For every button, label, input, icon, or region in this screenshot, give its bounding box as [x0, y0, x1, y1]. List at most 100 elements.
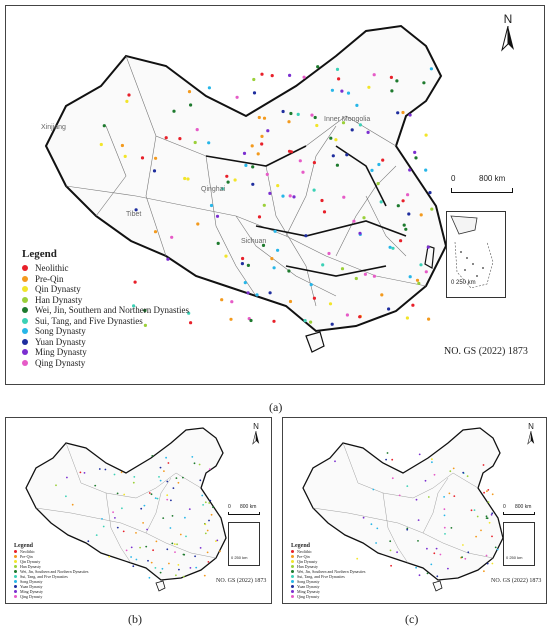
site-marker	[287, 120, 291, 124]
legend-item: Neolithic	[14, 549, 88, 554]
site-marker	[430, 207, 434, 211]
site-marker	[177, 564, 180, 566]
site-marker	[122, 530, 125, 533]
site-marker	[298, 159, 302, 163]
legend-swatch-icon	[22, 265, 28, 272]
site-marker	[185, 535, 187, 538]
site-marker	[370, 168, 374, 172]
site-marker	[427, 496, 430, 498]
site-marker	[313, 115, 317, 120]
legend-label: Yuan Dynasty	[20, 584, 43, 589]
site-marker	[130, 556, 132, 558]
south-china-sea-inset-a: 0 250 km	[446, 211, 506, 298]
site-marker	[104, 468, 107, 471]
legend-item: Ming Dynasty	[22, 347, 189, 358]
site-marker	[385, 458, 387, 461]
site-marker	[71, 503, 74, 506]
site-marker	[329, 136, 333, 140]
legend-item: Song Dynasty	[291, 579, 365, 584]
site-marker	[159, 571, 162, 574]
site-marker	[358, 123, 362, 127]
site-marker	[209, 203, 214, 208]
site-marker	[405, 316, 409, 320]
legend-label: Han Dynasty	[35, 294, 83, 305]
heritage-sites-c	[334, 452, 499, 578]
site-marker	[404, 227, 408, 231]
site-marker	[148, 492, 151, 494]
site-marker	[303, 319, 307, 323]
site-marker	[391, 246, 395, 250]
site-marker	[147, 559, 149, 562]
site-marker	[171, 542, 174, 545]
site-marker	[252, 91, 257, 95]
site-marker	[391, 458, 394, 461]
site-marker	[252, 77, 256, 82]
site-marker	[154, 497, 157, 499]
site-marker	[159, 479, 162, 482]
legend-swatch-icon	[14, 595, 17, 598]
site-marker	[98, 468, 101, 470]
site-marker	[301, 170, 305, 174]
site-marker	[135, 532, 137, 534]
site-marker	[288, 299, 293, 304]
site-marker	[216, 539, 219, 542]
site-marker	[175, 477, 178, 479]
site-marker	[127, 93, 131, 97]
site-marker	[188, 508, 191, 510]
site-marker	[108, 555, 111, 558]
north-arrow-a: N	[498, 12, 518, 57]
site-marker	[235, 95, 239, 99]
site-marker	[312, 188, 316, 192]
site-marker	[130, 546, 133, 549]
legend-title: Legend	[22, 248, 57, 260]
caption-a: (a)	[269, 400, 283, 414]
site-marker	[250, 144, 254, 148]
north-arrow-icon	[501, 25, 514, 52]
site-marker	[355, 103, 359, 107]
site-marker	[406, 528, 409, 531]
site-marker	[134, 208, 138, 212]
site-marker	[273, 229, 277, 233]
site-marker	[87, 540, 90, 543]
heritage-sites-b	[55, 455, 221, 579]
site-marker	[166, 480, 169, 483]
site-marker	[260, 134, 264, 138]
china-outline-a	[44, 24, 448, 333]
site-marker	[132, 304, 136, 308]
site-marker	[242, 151, 247, 155]
site-marker	[346, 91, 351, 95]
site-marker	[424, 270, 428, 274]
site-marker	[443, 526, 446, 529]
site-marker	[379, 200, 383, 204]
site-marker	[491, 493, 494, 496]
site-marker	[320, 198, 324, 203]
site-marker	[145, 545, 148, 548]
legend-swatch-icon	[14, 570, 17, 573]
legend-label: Sui, Tang, and Five Dynasties	[35, 315, 143, 326]
site-marker	[389, 75, 393, 79]
legend-title-b: Legend	[14, 543, 34, 549]
site-marker	[154, 567, 157, 569]
site-marker	[419, 213, 423, 217]
place-qinghai: Qinghai	[201, 186, 226, 193]
site-marker	[424, 133, 428, 137]
site-marker	[429, 67, 433, 71]
site-marker	[296, 112, 300, 116]
map-panel-c: N 0 800 km 0 250 km NO. GS (2022) 1873 L…	[282, 417, 547, 604]
legend-item: Ming Dynasty	[14, 589, 88, 594]
site-marker	[209, 499, 212, 502]
legend-label: Pre-Qin	[35, 273, 64, 284]
site-marker	[427, 317, 431, 321]
site-marker	[225, 174, 229, 178]
site-marker	[155, 540, 158, 543]
site-marker	[152, 169, 157, 173]
site-marker	[433, 552, 436, 555]
site-marker	[194, 555, 197, 558]
legend-item: Qin Dynasty	[291, 559, 365, 564]
legend-label: Ming Dynasty	[297, 589, 320, 594]
site-marker	[417, 540, 419, 542]
legend-item: Pre-Qin	[22, 274, 189, 285]
legend-swatch-icon	[291, 580, 294, 583]
scale-bar-b: 0 800 km	[228, 504, 264, 515]
site-marker	[174, 551, 176, 553]
